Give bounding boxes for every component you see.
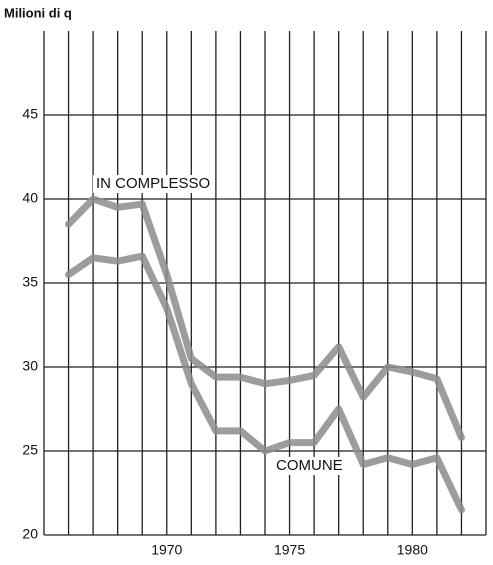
y-tick-label: 45 (22, 106, 38, 122)
y-tick-label: 20 (22, 526, 38, 542)
y-tick-label: 40 (22, 190, 38, 206)
series-line (65, 195, 465, 442)
x-tick-label: 1975 (274, 542, 305, 558)
x-tick-label: 1980 (397, 542, 428, 558)
label-background (93, 175, 214, 193)
y-tick-label: 25 (22, 442, 38, 458)
y-tick-label: 35 (22, 274, 38, 290)
series-label: COMUNE (276, 457, 343, 474)
label-background (273, 457, 346, 475)
y-tick-label: 30 (22, 358, 38, 374)
series-line (65, 252, 465, 514)
x-tick-label: 1970 (151, 542, 182, 558)
y-axis-label: Milioni di q (4, 5, 72, 20)
series-label: IN COMPLESSO (96, 175, 210, 192)
